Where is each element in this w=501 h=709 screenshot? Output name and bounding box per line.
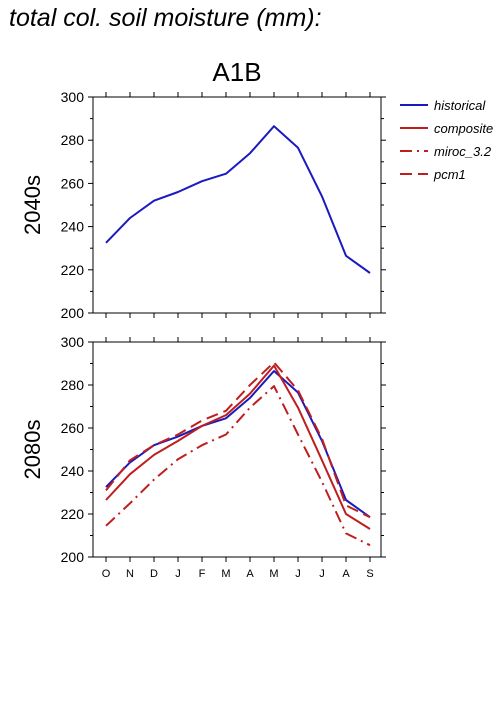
y-tick-label: 260 xyxy=(61,420,85,436)
series-line-composite xyxy=(105,364,371,530)
series-line-miroc-3-2 xyxy=(105,385,371,547)
x-tick-label: J xyxy=(295,568,301,580)
legend-label: pcm1 xyxy=(433,167,466,182)
y-tick-label: 240 xyxy=(61,219,85,235)
series-line-historical xyxy=(105,370,371,519)
y-tick-label: 280 xyxy=(61,132,85,148)
chart-panel-2: 200 220 240 260 280 300 O N D J F M A M J J A S 2080s xyxy=(20,334,386,580)
x-tick-label: A xyxy=(246,568,254,580)
x-tick-label: F xyxy=(199,568,206,580)
legend: historical composite miroc_3.2 pcm1 xyxy=(400,98,493,182)
x-tick-label: D xyxy=(150,568,158,580)
series-line-historical xyxy=(105,125,371,274)
y-tick-label: 300 xyxy=(61,89,85,105)
legend-label: historical xyxy=(434,98,486,113)
plot-frame xyxy=(92,96,382,314)
y-axis-label: 2040s xyxy=(20,175,45,235)
legend-label: miroc_3.2 xyxy=(434,144,492,159)
y-tick-label: 200 xyxy=(61,549,85,565)
y-tick-label: 220 xyxy=(61,506,85,522)
series-line-pcm1 xyxy=(105,361,371,519)
chart-panel-1: A1B 200 220 240 260 280 300 2040s xyxy=(20,57,386,321)
chart-title: A1B xyxy=(212,57,261,87)
y-tick-label: 200 xyxy=(61,305,85,321)
x-tick-label: M xyxy=(221,568,230,580)
y-tick-label: 260 xyxy=(61,175,85,191)
y-axis-label: 2080s xyxy=(20,420,45,480)
y-tick-label: 300 xyxy=(61,334,85,350)
y-tick-label: 240 xyxy=(61,463,85,479)
legend-label: composite xyxy=(434,121,493,136)
page-title: total col. soil moisture (mm): xyxy=(9,4,322,32)
y-tick-label: 220 xyxy=(61,262,85,278)
plot-frame xyxy=(92,341,382,558)
x-tick-label: O xyxy=(102,568,111,580)
x-tick-label: J xyxy=(319,568,325,580)
y-tick-label: 280 xyxy=(61,377,85,393)
x-tick-label: S xyxy=(366,568,373,580)
x-tick-label: N xyxy=(126,568,134,580)
x-tick-label: M xyxy=(269,568,278,580)
x-tick-label: J xyxy=(175,568,181,580)
x-tick-label: A xyxy=(342,568,350,580)
